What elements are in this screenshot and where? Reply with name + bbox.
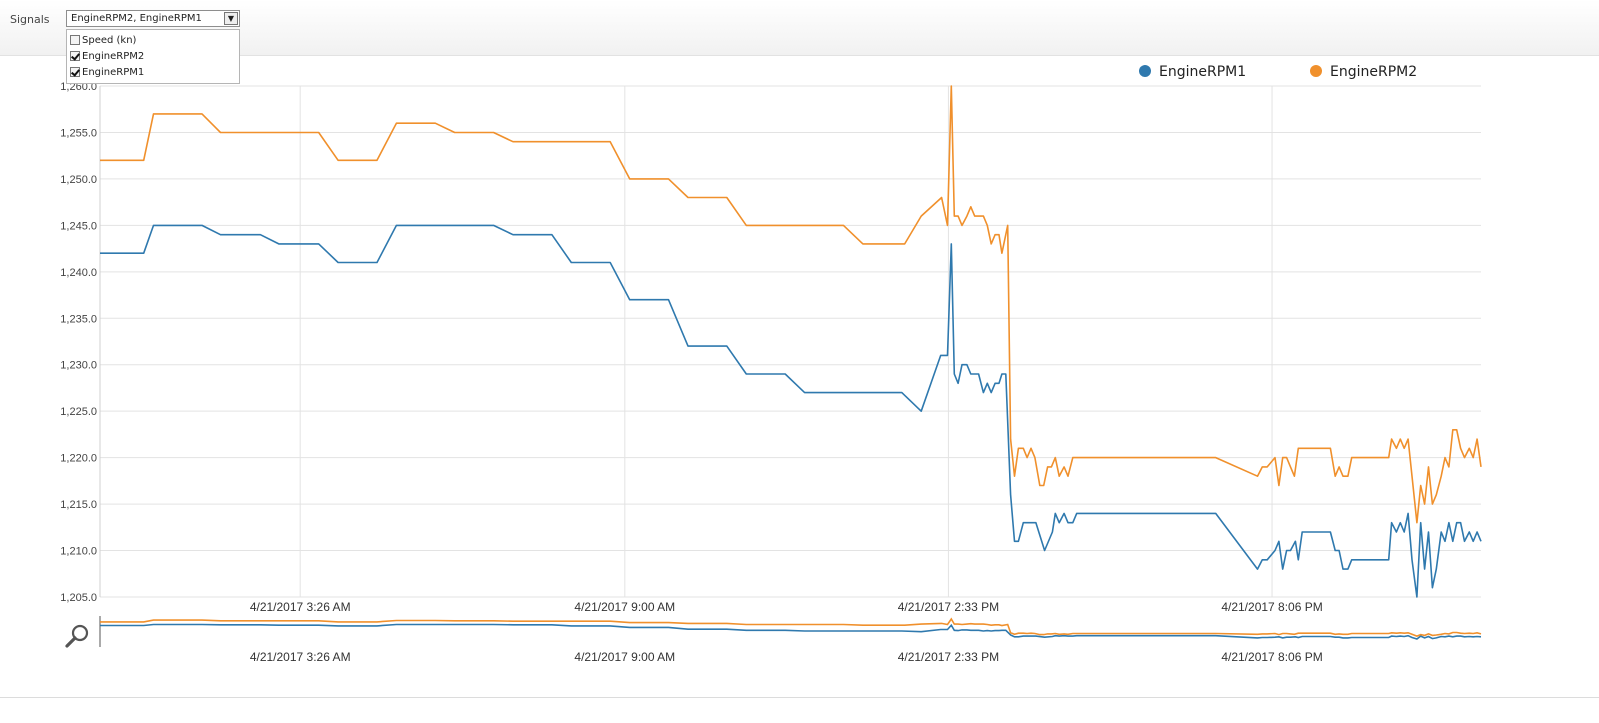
y-tick-label: 1,205.0 [60,592,97,604]
signals-label: Signals [10,13,50,26]
navigator-line-enginerpm1 [100,623,1482,640]
grid-lines [99,85,1481,598]
signal-checkbox-speed[interactable] [70,35,80,45]
x-tick-label: 4/21/2017 2:33 PM [898,600,999,614]
navigator-x-tick-label: 4/21/2017 9:00 AM [574,650,675,664]
signals-select-value: EngineRPM2, EngineRPM1 [71,13,202,24]
y-tick-label: 1,210.0 [60,546,97,558]
signal-option-label: EngineRPM2 [82,51,145,62]
legend-label-enginerpm2: EngineRPM2 [1330,64,1417,80]
y-tick-label: 1,225.0 [60,406,97,418]
signal-option-enginerpm1[interactable]: EngineRPM1 [70,67,144,81]
y-axis-ticks: 1,205.0 1,210.0 1,215.0 1,220.0 1,225.0 1,230… [60,81,97,604]
navigator: 4/21/2017 3:26 AM 4/21/2017 9:00 AM 4/21/2… [65,616,1482,664]
y-tick-label: 1,260.0 [60,81,97,93]
toolbar: Signals EngineRPM2, EngineRPM1 ▼ [0,0,1599,56]
legend-marker-enginerpm1 [1139,65,1151,77]
y-tick-label: 1,240.0 [60,267,97,279]
x-tick-label: 4/21/2017 8:06 PM [1221,600,1322,614]
signal-option-label: Speed (kn) [82,35,137,46]
footer-divider [0,697,1599,698]
signals-dropdown: Speed (kn) EngineRPM2 EngineRPM1 [66,29,240,84]
x-tick-label: 4/21/2017 3:26 AM [250,600,351,614]
y-tick-label: 1,245.0 [60,220,97,232]
signal-option-label: EngineRPM1 [82,67,145,78]
x-axis-ticks: 4/21/2017 3:26 AM 4/21/2017 9:00 AM 4/21/2… [250,600,1323,614]
y-tick-label: 1,230.0 [60,360,97,372]
navigator-x-tick-label: 4/21/2017 8:06 PM [1221,650,1322,664]
zoom-icon-lens [71,624,89,642]
signal-option-enginerpm2[interactable]: EngineRPM2 [70,51,144,65]
legend-marker-enginerpm2 [1310,65,1322,77]
navigator-x-tick-label: 4/21/2017 2:33 PM [898,650,999,664]
y-tick-label: 1,235.0 [60,313,97,325]
legend-label-enginerpm1: EngineRPM1 [1159,64,1246,80]
signals-select[interactable]: EngineRPM2, EngineRPM1 ▼ [66,10,240,27]
signal-checkbox-enginerpm2[interactable] [70,51,80,61]
zoom-icon[interactable] [65,624,89,648]
y-tick-label: 1,215.0 [60,499,97,511]
x-tick-label: 4/21/2017 9:00 AM [574,600,675,614]
chevron-down-icon[interactable]: ▼ [224,12,238,25]
series-line-enginerpm2 [100,85,1482,524]
navigator-line-enginerpm2 [100,617,1482,637]
main-plot [100,85,1482,598]
zoom-icon-handle [65,636,77,648]
navigator-x-tick-label: 4/21/2017 3:26 AM [250,650,351,664]
y-tick-label: 1,220.0 [60,453,97,465]
signal-checkbox-enginerpm1[interactable] [70,67,80,77]
y-tick-label: 1,255.0 [60,127,97,139]
series-line-enginerpm1 [100,224,1482,598]
y-tick-label: 1,250.0 [60,174,97,186]
legend: EngineRPM1 EngineRPM2 [1139,64,1417,80]
signal-option-speed[interactable]: Speed (kn) [70,35,136,49]
